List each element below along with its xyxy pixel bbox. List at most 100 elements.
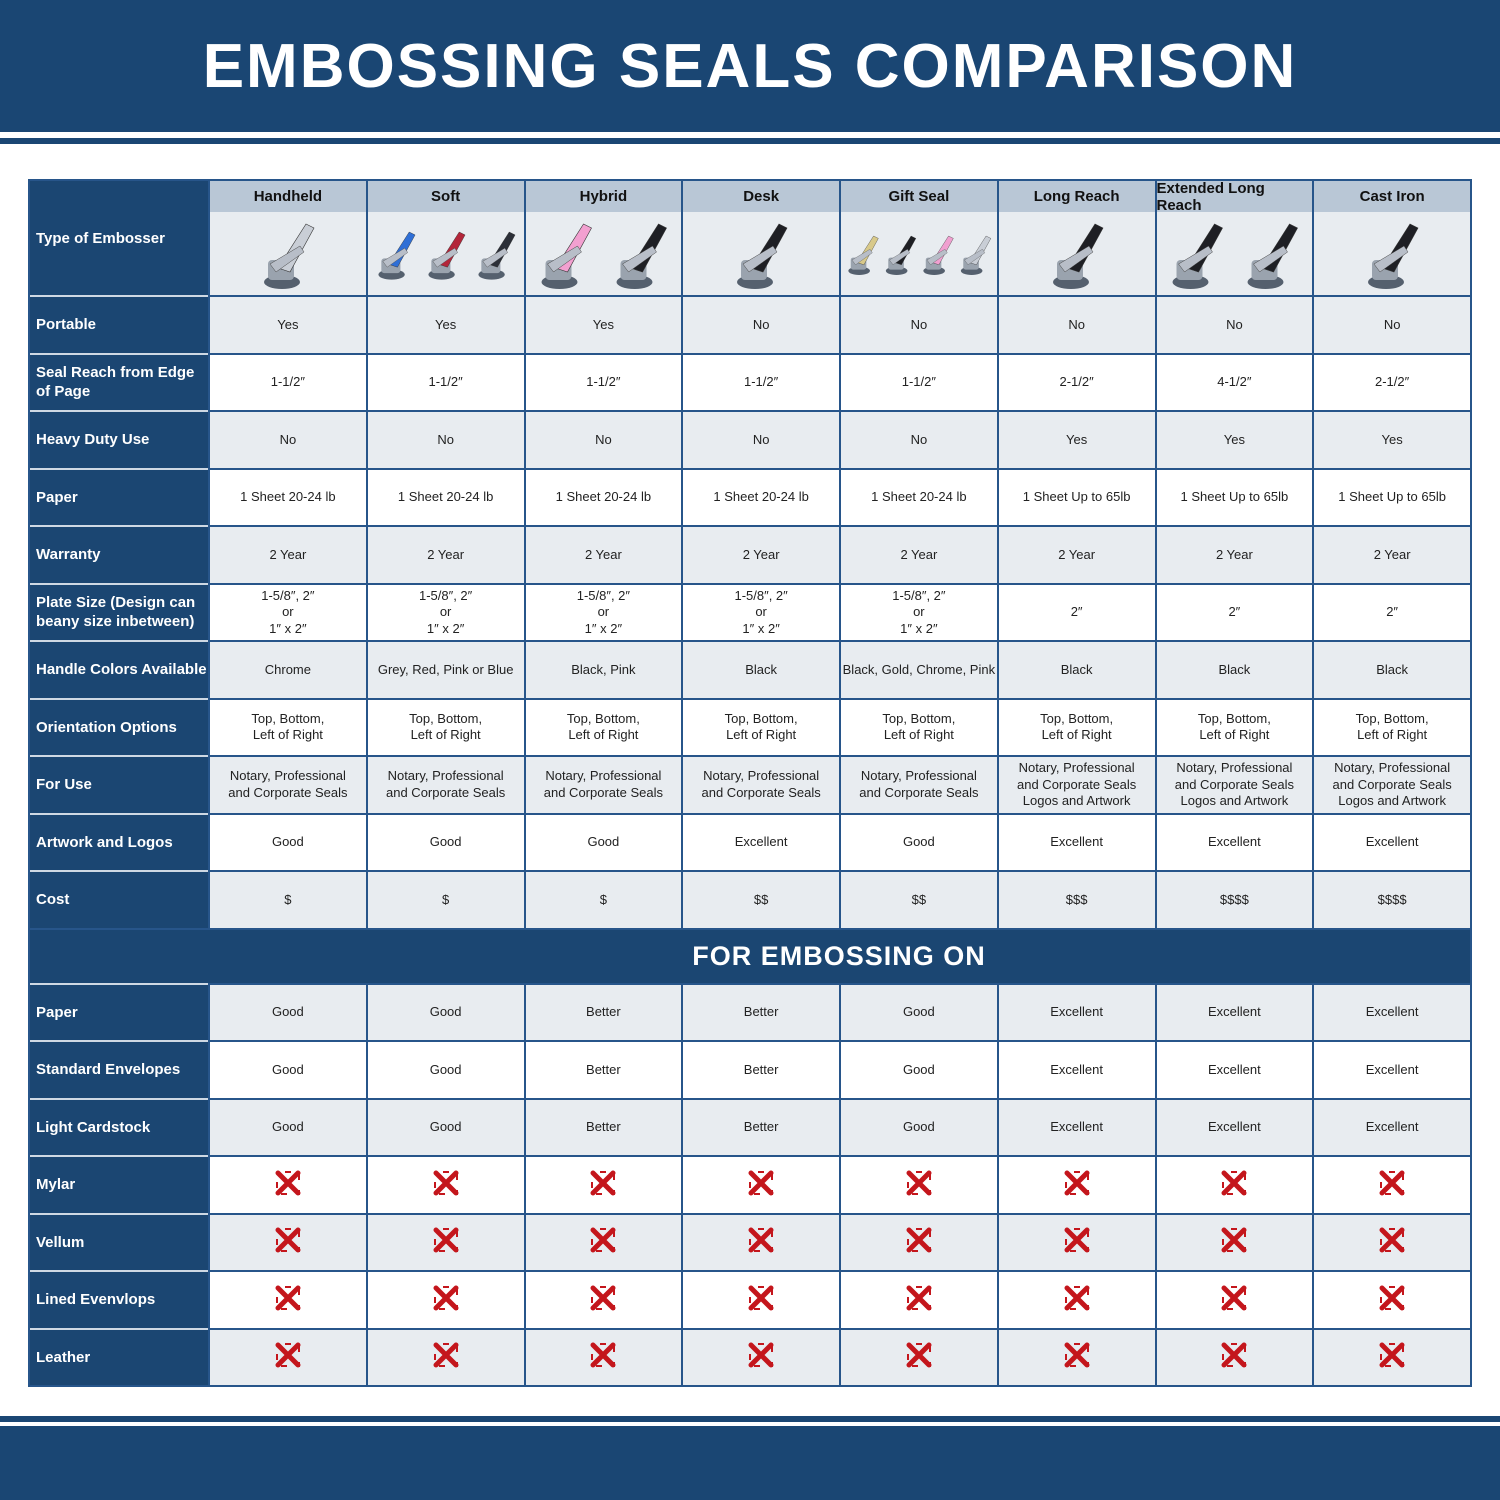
red-x-icon <box>275 1170 301 1201</box>
table-cell: No <box>998 297 1155 353</box>
column-extended-long-reach: Extended Long Reach <box>1156 180 1313 295</box>
table-cell: Notary, Professional and Corporate Seals… <box>1314 757 1470 813</box>
table-cell <box>210 1214 366 1270</box>
red-x-icon <box>1379 1285 1405 1316</box>
table-row-light-cardstock: Light Cardstock Good Good Better Better Good E… <box>30 1097 1470 1155</box>
table-cell <box>1314 1214 1470 1270</box>
table-row-orientation-options: Orientation Options Top, Bottom, Left of … <box>30 697 1470 755</box>
table-row-heavy-duty-use: Heavy Duty Use No No No No No Yes Yes Yes <box>30 410 1470 468</box>
red-x-icon <box>1064 1285 1090 1316</box>
table-row-paper: Paper Good Good Better Better Good Excellent Ex… <box>30 982 1470 1040</box>
row-label: Warranty <box>30 525 208 583</box>
red-x-icon <box>275 1342 301 1373</box>
row-label: Artwork and Logos <box>30 812 208 870</box>
table-cell: Black <box>1314 642 1470 698</box>
table-cell: Excellent <box>1314 1099 1470 1155</box>
red-x-icon <box>1064 1227 1090 1258</box>
table-cell: $ <box>525 872 682 928</box>
table-cell: No <box>683 297 839 353</box>
red-x-icon <box>433 1227 459 1258</box>
red-x-icon <box>748 1227 774 1258</box>
red-x-icon <box>906 1227 932 1258</box>
table-cell: Black <box>683 642 839 698</box>
table-row-lined-evenvlops: Lined Evenvlops <box>30 1270 1470 1328</box>
table-cell: Good <box>841 984 997 1040</box>
table-cell: Top, Bottom, Left of Right <box>683 699 839 755</box>
table-cell: Chrome <box>210 642 366 698</box>
table-cell <box>841 1214 997 1270</box>
table-cell <box>1314 1157 1470 1213</box>
column-gift-seal: Gift Seal <box>841 181 997 295</box>
table-cell: Better <box>525 984 682 1040</box>
table-row-leather: Leather <box>30 1327 1470 1385</box>
table-cell: Yes <box>998 412 1155 468</box>
table-cell: 1 Sheet 20-24 lb <box>210 469 366 525</box>
red-x-icon <box>275 1227 301 1258</box>
table-cell: Yes <box>367 297 524 353</box>
table-cell: 2 Year <box>367 527 524 583</box>
column-header: Extended Long Reach <box>1156 180 1313 214</box>
table-cell: Excellent <box>1156 984 1313 1040</box>
table-cell: Excellent <box>1314 984 1470 1040</box>
table-cell: 1 Sheet Up to 65lb <box>1156 469 1313 525</box>
red-x-icon <box>1221 1342 1247 1373</box>
table-cell: 2 Year <box>683 527 839 583</box>
footer-band <box>0 1426 1500 1500</box>
table-cell: 2 Year <box>1314 527 1470 583</box>
page-title: EMBOSSING SEALS COMPARISON <box>202 31 1298 101</box>
table-cell: 1-5/8″, 2″ or 1″ x 2″ <box>841 584 997 640</box>
table-cell: 1-1/2″ <box>841 354 997 410</box>
row-label: Paper <box>30 982 208 1040</box>
table-cell: Excellent <box>998 984 1155 1040</box>
red-x-icon <box>906 1170 932 1201</box>
table-row-vellum: Vellum <box>30 1212 1470 1270</box>
table-cell: 1 Sheet 20-24 lb <box>367 469 524 525</box>
table-cell: Black <box>1156 642 1313 698</box>
table-cell: $$ <box>841 872 997 928</box>
table-cell: Good <box>210 814 366 870</box>
table-cell: Good <box>367 1042 524 1098</box>
row-label: Lined Evenvlops <box>30 1270 208 1328</box>
table-cell <box>210 1272 366 1328</box>
table-cell <box>210 1157 366 1213</box>
table-cell: Better <box>525 1042 682 1098</box>
table-cell: $$$$ <box>1156 872 1313 928</box>
table-cell: Better <box>683 984 839 1040</box>
row-label: Heavy Duty Use <box>30 410 208 468</box>
table-row-for-use: For Use Notary, Professional and Corporat… <box>30 755 1470 813</box>
table-cell: 1-1/2″ <box>683 354 839 410</box>
embosser-image <box>683 212 839 295</box>
row-label: Orientation Options <box>30 697 208 755</box>
table-cell: Top, Bottom, Left of Right <box>210 699 366 755</box>
table-cell: Notary, Professional and Corporate Seals <box>525 757 682 813</box>
table-row-paper: Paper 1 Sheet 20-24 lb 1 Sheet 20-24 lb 1 S… <box>30 467 1470 525</box>
table-cell: Better <box>525 1099 682 1155</box>
red-x-icon <box>1379 1227 1405 1258</box>
table-cell <box>841 1272 997 1328</box>
column-hybrid: Hybrid <box>525 181 682 295</box>
table-cell <box>998 1214 1155 1270</box>
table-cell: $ <box>210 872 366 928</box>
table-cell: $$$ <box>998 872 1155 928</box>
table-cell: Notary, Professional and Corporate Seals… <box>1156 757 1313 813</box>
red-x-icon <box>1221 1227 1247 1258</box>
table-cell: Good <box>210 1042 366 1098</box>
row-label: Standard Envelopes <box>30 1040 208 1098</box>
table-cell: 2-1/2″ <box>1314 354 1470 410</box>
table-cell <box>683 1157 839 1213</box>
table-cell: $$ <box>683 872 839 928</box>
table-cell <box>525 1272 682 1328</box>
table-cell: Notary, Professional and Corporate Seals <box>841 757 997 813</box>
row-label: Vellum <box>30 1212 208 1270</box>
table-cell: No <box>1156 297 1313 353</box>
table-cell: Top, Bottom, Left of Right <box>998 699 1155 755</box>
table-cell <box>525 1329 682 1385</box>
table-cell <box>367 1329 524 1385</box>
table-row-cost: Cost $ $ $ $$ $$ $$$ $$$$ $$$$ <box>30 870 1470 928</box>
red-x-icon <box>748 1170 774 1201</box>
table-cell: Top, Bottom, Left of Right <box>1156 699 1313 755</box>
table-cell <box>1156 1329 1313 1385</box>
table-cell: Yes <box>1314 412 1470 468</box>
table-cell: Better <box>683 1042 839 1098</box>
row-label: Leather <box>30 1327 208 1385</box>
